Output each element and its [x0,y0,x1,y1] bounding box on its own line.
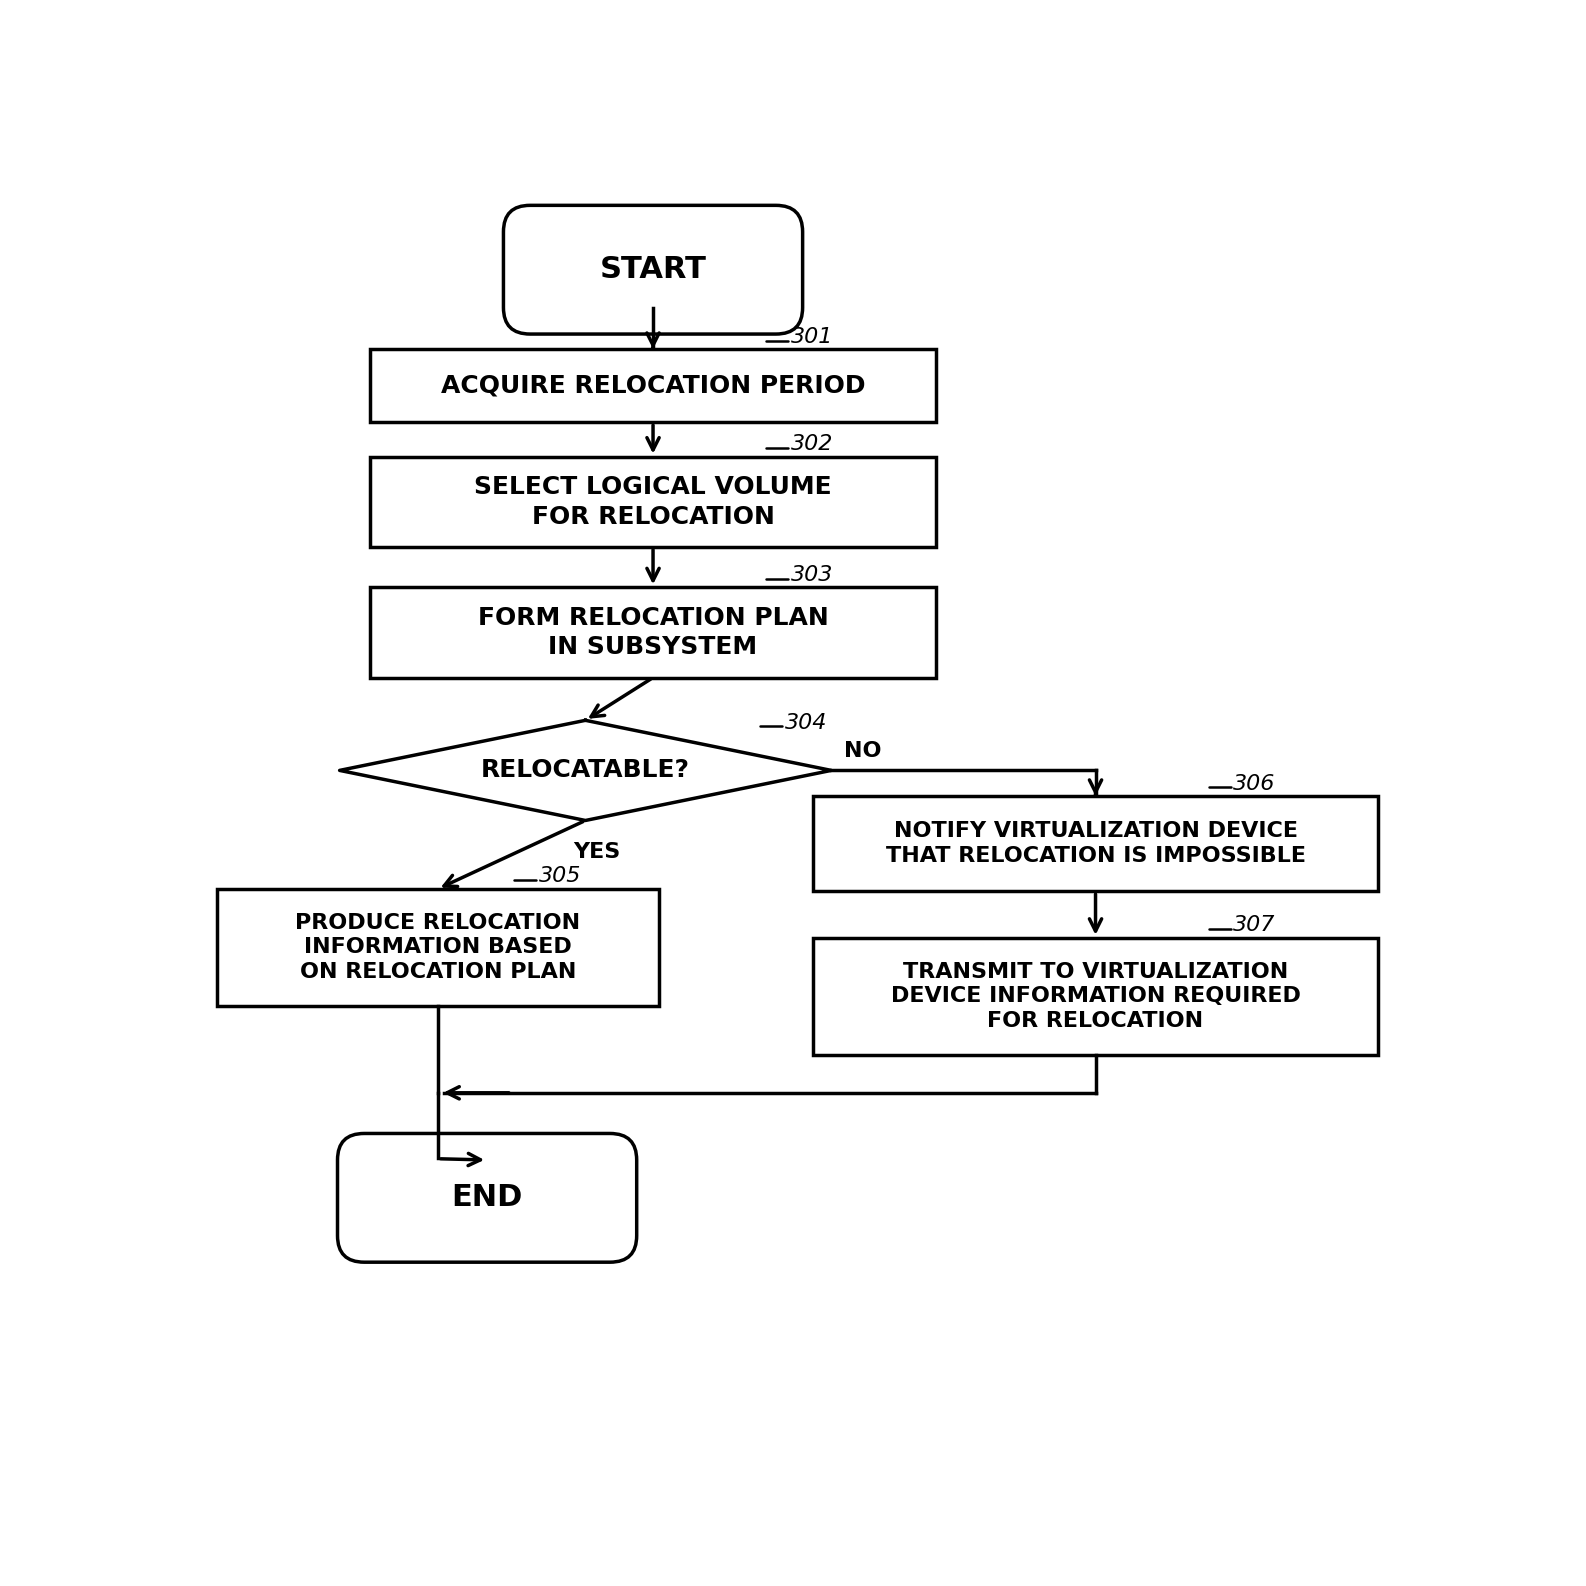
Text: 305: 305 [539,866,580,887]
Text: 306: 306 [1234,774,1275,793]
Text: 307: 307 [1234,915,1275,936]
Bar [814,796,1378,891]
Bar [371,587,936,677]
Text: NOTIFY VIRTUALIZATION DEVICE
THAT RELOCATION IS IMPOSSIBLE: NOTIFY VIRTUALIZATION DEVICE THAT RELOCA… [885,822,1305,866]
FancyBboxPatch shape [338,1134,636,1262]
Text: FORM RELOCATION PLAN
IN SUBSYSTEM: FORM RELOCATION PLAN IN SUBSYSTEM [477,606,828,660]
FancyBboxPatch shape [503,205,803,335]
Text: 304: 304 [785,712,826,733]
Text: TRANSMIT TO VIRTUALIZATION
DEVICE INFORMATION REQUIRED
FOR RELOCATION: TRANSMIT TO VIRTUALIZATION DEVICE INFORM… [891,961,1301,1031]
Bar [217,888,660,1006]
Text: END: END [452,1183,523,1212]
Text: 301: 301 [791,327,833,347]
Text: START: START [600,255,706,284]
Bar [371,349,936,422]
Bar [814,937,1378,1055]
Text: YES: YES [573,842,620,863]
Text: 303: 303 [791,565,833,585]
Bar [371,457,936,547]
Text: ACQUIRE RELOCATION PERIOD: ACQUIRE RELOCATION PERIOD [441,374,866,398]
Text: PRODUCE RELOCATION
INFORMATION BASED
ON RELOCATION PLAN: PRODUCE RELOCATION INFORMATION BASED ON … [295,912,580,982]
Polygon shape [339,720,831,820]
Text: NO: NO [844,741,882,761]
Text: 302: 302 [791,435,833,454]
Text: SELECT LOGICAL VOLUME
FOR RELOCATION: SELECT LOGICAL VOLUME FOR RELOCATION [474,474,831,528]
Text: RELOCATABLE?: RELOCATABLE? [481,758,690,782]
